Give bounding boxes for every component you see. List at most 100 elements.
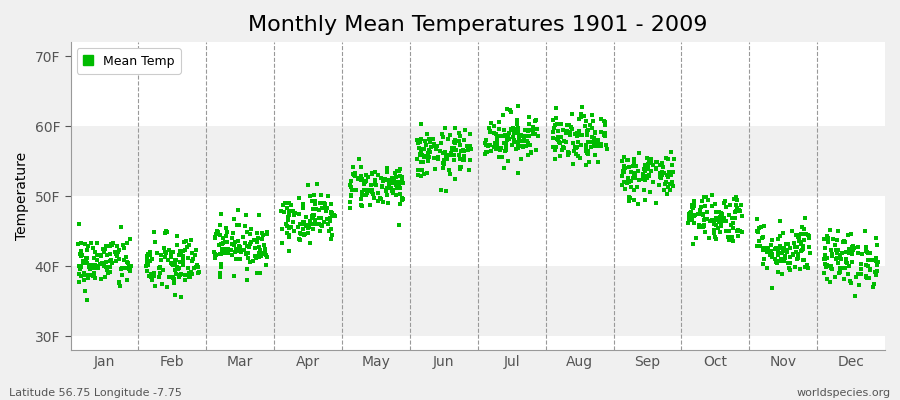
Point: [517, 137, 531, 144]
Point: [392, 178, 406, 185]
Point: [213, 264, 228, 271]
Point: [587, 135, 601, 141]
Point: [359, 178, 374, 184]
Point: [215, 240, 230, 247]
Point: [503, 109, 517, 115]
Point: [109, 251, 123, 257]
Point: [664, 172, 679, 178]
Point: [712, 208, 726, 215]
Point: [176, 261, 191, 268]
Point: [380, 184, 394, 191]
Point: [863, 266, 878, 272]
Point: [426, 136, 440, 143]
Point: [752, 238, 767, 244]
Point: [683, 214, 698, 220]
Point: [120, 259, 134, 265]
Point: [344, 192, 358, 198]
Point: [239, 266, 254, 272]
Point: [314, 192, 328, 198]
Point: [546, 134, 561, 141]
Point: [349, 187, 364, 193]
Point: [86, 245, 100, 251]
Point: [495, 154, 509, 160]
Point: [292, 220, 307, 227]
Point: [724, 215, 739, 222]
Point: [87, 270, 102, 276]
Point: [638, 167, 652, 174]
Point: [523, 142, 537, 148]
Point: [659, 179, 673, 186]
Point: [842, 249, 856, 256]
Point: [80, 297, 94, 303]
Point: [709, 217, 724, 224]
Point: [719, 217, 733, 224]
Point: [445, 145, 459, 152]
Point: [187, 252, 202, 258]
Point: [110, 252, 124, 259]
Point: [681, 220, 696, 226]
Point: [553, 140, 567, 146]
Point: [182, 274, 196, 281]
Point: [779, 247, 794, 254]
Point: [658, 181, 672, 188]
Point: [81, 274, 95, 281]
Point: [787, 240, 801, 246]
Point: [850, 244, 865, 250]
Point: [225, 230, 239, 236]
Point: [355, 164, 369, 170]
Point: [501, 158, 516, 164]
Point: [570, 130, 584, 136]
Point: [760, 265, 775, 272]
Point: [412, 138, 427, 145]
Point: [383, 184, 398, 191]
Point: [572, 132, 586, 138]
Point: [771, 258, 786, 264]
Point: [823, 278, 837, 285]
Point: [140, 260, 154, 266]
Point: [490, 138, 504, 144]
Point: [292, 237, 307, 244]
Point: [549, 144, 563, 150]
Point: [519, 132, 534, 139]
Point: [521, 114, 535, 120]
Point: [789, 249, 804, 256]
Point: [598, 142, 613, 148]
Point: [142, 258, 157, 264]
Point: [297, 218, 311, 225]
Point: [636, 166, 651, 172]
Point: [420, 154, 435, 160]
Point: [320, 205, 334, 211]
Point: [522, 133, 536, 139]
Point: [773, 243, 788, 249]
Point: [389, 182, 403, 188]
Point: [646, 162, 661, 168]
Point: [260, 229, 274, 235]
Point: [85, 272, 99, 278]
Point: [487, 144, 501, 150]
Point: [158, 249, 173, 255]
Point: [482, 142, 497, 148]
Point: [643, 188, 657, 195]
Point: [697, 223, 711, 229]
Point: [367, 195, 382, 202]
Point: [514, 156, 528, 162]
Point: [160, 284, 175, 290]
Point: [587, 140, 601, 146]
Point: [240, 250, 255, 256]
Point: [488, 140, 502, 146]
Point: [254, 252, 268, 259]
Point: [622, 194, 636, 200]
Point: [638, 196, 652, 203]
Point: [171, 265, 185, 271]
Point: [364, 186, 379, 193]
Point: [817, 256, 832, 262]
Point: [392, 166, 407, 172]
Point: [171, 266, 185, 272]
Point: [687, 220, 701, 226]
Point: [526, 124, 541, 130]
Point: [214, 261, 229, 268]
Point: [346, 171, 361, 178]
Point: [324, 210, 338, 216]
Point: [231, 222, 246, 228]
Point: [170, 233, 184, 239]
